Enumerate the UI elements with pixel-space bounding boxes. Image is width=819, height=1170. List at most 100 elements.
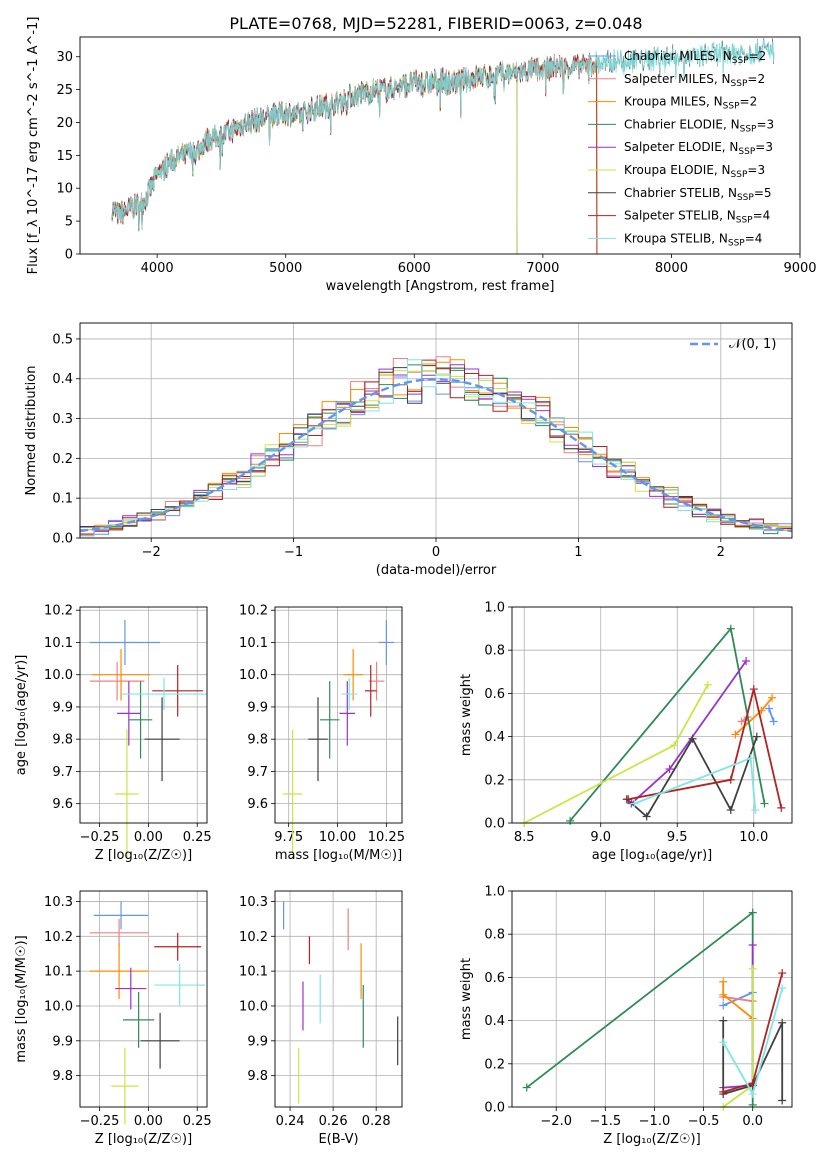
errorbar-panel: 9.75 10.00 10.25 9.6 9.7 9.8 9.9 10.0 10.1 10.2 ma… [239,604,405,863]
x-tick-label: −1.5 [590,1114,622,1129]
x-tick-label: 10.00 [319,830,356,845]
series-marker [778,1096,787,1105]
x-axis-label: wavelength [Angstrom, rest frame] [326,279,555,294]
series-marker [777,803,786,812]
y-tick-label: 9.9 [52,700,73,715]
legend-entry: Salpeter ELODIE, NSSP=3 [624,140,773,157]
y-tick-label: 9.9 [52,1034,73,1049]
series-marker [522,1083,531,1092]
x-tick-label: −2.0 [540,1114,572,1129]
y-tick-label: 0.2 [484,1057,505,1072]
x-tick-label: 9.5 [667,830,688,845]
y-tick-label: 0.4 [484,1014,505,1029]
histogram-step [79,359,792,538]
x-tick-label: −0.25 [80,830,120,845]
series-marker [731,730,740,739]
x-tick-label: 9.75 [274,830,303,845]
series-marker [624,795,633,804]
x-tick-label: 9.0 [590,830,611,845]
legend-tail: =4 [753,209,771,223]
series-marker [726,775,735,784]
legend-subscript: SSP [731,170,748,180]
legend-entry: Kroupa ELODIE, NSSP=3 [624,163,765,180]
series-marker [749,685,758,694]
x-axis-label: age [log₁₀(age/yr)] [592,848,713,863]
x-tick-label: 0.26 [319,1114,348,1129]
y-tick-label: 10.0 [239,999,268,1014]
legend-subscript: SSP [740,124,757,134]
series-marker [642,812,651,821]
y-tick-label: 10.3 [239,895,268,910]
y-tick-label: 9.7 [247,765,268,780]
y-tick-label: 0.2 [484,773,505,788]
x-axis-label: E(B-V) [318,1132,358,1147]
legend-subscript: SSP [732,56,749,66]
series-marker [719,1087,728,1096]
data-point [140,1012,180,1069]
series-marker [703,680,712,689]
x-axis-label: Z [log₁₀(Z/Z☉)] [603,1132,700,1147]
series-marker [688,734,697,743]
panels: 4000 5000 6000 7000 8000 9000051015202530wave… [14,17,817,1147]
mass-weight-panel: 8.5 9.0 9.5 10.0 0.0 0.2 0.4 0.6 0.8 1.0 age [log₁… [459,601,793,863]
series-marker [748,1090,757,1099]
series-line [768,708,775,722]
legend-tail: =3 [747,163,765,177]
y-tick-label: 9.8 [247,1069,268,1084]
series-marker [748,941,757,949]
data-point [91,648,151,701]
x-tick-label: −2 [142,545,161,560]
x-axis-label: Z [log₁₀(Z/Z☉)] [95,848,192,863]
series-marker [752,732,761,741]
series [765,704,778,726]
legend-subscript: SSP [738,147,755,157]
data-point [378,619,395,666]
spectrum-lines [111,38,775,254]
histogram-step [79,359,792,538]
y-tick-label: 5 [65,215,73,230]
series-marker [751,806,760,815]
axes-frame [79,36,801,255]
data-point [121,677,207,711]
data-point [343,648,363,701]
y-tick-label: 25 [56,83,73,98]
y-tick-label: 0.8 [484,644,505,659]
y-tick-label: 10.2 [239,604,268,619]
series-marker [630,799,639,808]
mass-weight-panel: −2.0 −1.5 −1.0 −0.5 0.0 0.0 0.2 0.4 0.6 0.8 1.0 Z [… [459,885,793,1147]
data-point [308,697,328,782]
x-tick-label: 4000 [141,261,174,276]
y-tick-label: 9.9 [247,1034,268,1049]
series-marker [778,969,787,978]
x-tick-label: 0.00 [134,830,163,845]
y-tick-label: 0.4 [484,730,505,745]
data-point [117,681,141,746]
series-marker [726,806,735,815]
spectrum-panel: 4000 5000 6000 7000 8000 9000 0 5 10 15 20 25 30 wave… [26,17,817,294]
series [719,977,757,1023]
data-point [152,665,204,717]
x-tick-label: 0.0 [742,1114,763,1129]
figure-title: PLATE=0768, MJD=52281, FIBERID=0063, z=0… [229,14,642,33]
legend: Chabrier MILES, NSSP=2 Salpeter MILES, NS… [588,49,774,248]
y-tick-label: 9.9 [247,700,268,715]
axes-frame [511,890,793,1108]
x-tick-label: −1.0 [639,1114,671,1129]
data-point [89,943,149,999]
series-marker [748,908,757,917]
y-tick-label: 10.1 [44,965,73,980]
series-marker [760,799,769,808]
x-axis-label: Z [log₁₀(Z/Z☉)] [95,1132,192,1147]
series [624,685,786,812]
y-tick-label: 0.4 [52,372,73,387]
series [630,754,760,815]
y-tick-label: 0.0 [484,817,505,832]
data-point [339,681,356,746]
data-point [122,992,155,1048]
y-tick-label: 9.6 [247,797,268,812]
y-tick-label: 0.1 [52,492,73,507]
legend-tail: =5 [754,186,772,200]
series [719,984,787,1099]
series-line [628,688,783,809]
data-point [154,932,202,961]
